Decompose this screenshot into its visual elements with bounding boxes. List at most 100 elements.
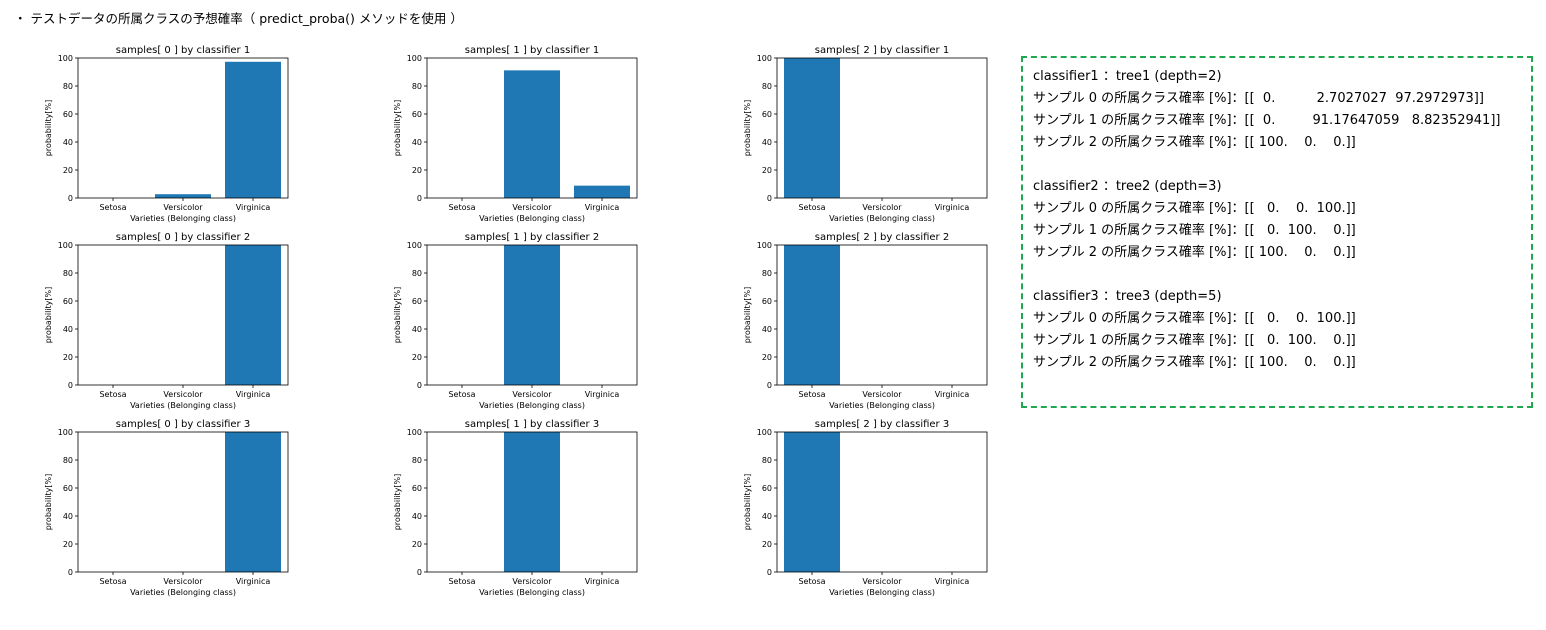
y-tick-label: 60 <box>412 110 422 119</box>
y-tick-label: 100 <box>58 241 73 250</box>
probability-line: サンプル 2 の所属クラス確率 [%]：[[ 100. 0. 0.]] <box>1033 135 1356 150</box>
y-tick-label: 40 <box>762 138 772 147</box>
x-tick-label: Virginica <box>236 577 271 586</box>
probability-line: サンプル 1 の所属クラス確率 [%]：[[ 0. 100. 0.]] <box>1033 333 1356 348</box>
classifier2-block: classifier2 ：tree2 (depth=3) サンプル 0 の所属ク… <box>1033 176 1521 264</box>
y-tick-label: 60 <box>762 110 772 119</box>
y-tick-label: 0 <box>417 194 422 203</box>
x-tick-label: Virginica <box>935 577 970 586</box>
page-heading: ・ テストデータの所属クラスの予想確率（ predict_proba() メソッ… <box>14 11 463 26</box>
y-tick-label: 20 <box>762 166 772 175</box>
chart-title: samples[ 2 ] by classifier 3 <box>815 419 949 430</box>
chart-title: samples[ 1 ] by classifier 3 <box>465 419 599 430</box>
probability-line: サンプル 1 の所属クラス確率 [%]：[[ 0. 91.17647059 8.… <box>1033 113 1501 128</box>
x-tick-label: Versicolor <box>862 577 902 586</box>
bar-chart-5: samples[ 1 ] by classifier 2 0 20 40 60 80 100… <box>393 232 638 410</box>
bar-versicolor <box>504 432 560 572</box>
bar-virginica <box>225 432 281 572</box>
y-tick-label: 40 <box>762 325 772 334</box>
y-tick-label: 80 <box>762 82 772 91</box>
y-tick-label: 100 <box>58 428 73 437</box>
y-axis-label: probability[%] <box>44 287 53 344</box>
y-tick-label: 100 <box>757 241 772 250</box>
bar-setosa <box>784 432 840 572</box>
y-tick-label: 0 <box>417 381 422 390</box>
y-tick-label: 60 <box>762 484 772 493</box>
y-tick-label: 0 <box>417 568 422 577</box>
bar-chart-6: samples[ 2 ] by classifier 2 0 20 40 60 80 100… <box>743 232 988 410</box>
chart-title: samples[ 0 ] by classifier 1 <box>116 45 250 56</box>
x-tick-label: Virginica <box>585 390 620 399</box>
y-axis-label: probability[%] <box>743 474 752 531</box>
probability-line: サンプル 0 の所属クラス確率 [%]：[[ 0. 2.7027027 97.2… <box>1033 91 1484 106</box>
y-tick-label: 100 <box>407 241 422 250</box>
y-tick-label: 100 <box>407 428 422 437</box>
x-axis-label: Varieties (Belonging class) <box>130 588 236 597</box>
y-tick-label: 20 <box>63 540 73 549</box>
y-tick-label: 60 <box>412 297 422 306</box>
classifier1-block: classifier1 ：tree1 (depth=2) サンプル 0 の所属ク… <box>1033 66 1521 154</box>
x-tick-label: Setosa <box>99 203 126 212</box>
x-tick-label: Virginica <box>585 577 620 586</box>
chart-title: samples[ 2 ] by classifier 2 <box>815 232 949 243</box>
x-tick-label: Virginica <box>935 203 970 212</box>
y-tick-label: 0 <box>68 568 73 577</box>
x-axis-label: Varieties (Belonging class) <box>479 214 585 223</box>
x-axis-label: Varieties (Belonging class) <box>130 214 236 223</box>
x-tick-label: Setosa <box>448 577 475 586</box>
bar-chart-8: samples[ 1 ] by classifier 3 0 20 40 60 80 100… <box>393 419 638 597</box>
x-tick-label: Versicolor <box>862 203 902 212</box>
x-tick-label: Setosa <box>798 390 825 399</box>
x-axis-label: Varieties (Belonging class) <box>479 401 585 410</box>
y-tick-label: 0 <box>68 194 73 203</box>
x-tick-label: Versicolor <box>862 390 902 399</box>
x-tick-label: Setosa <box>99 390 126 399</box>
y-tick-label: 20 <box>762 353 772 362</box>
x-axis-label: Varieties (Belonging class) <box>829 214 935 223</box>
y-tick-label: 40 <box>63 138 73 147</box>
y-tick-label: 20 <box>412 353 422 362</box>
chart-grid: samples[ 0 ] by classifier 1 0 20 40 60 80 100… <box>44 45 988 597</box>
bar-virginica <box>225 61 281 198</box>
x-tick-label: Versicolor <box>163 390 203 399</box>
y-tick-label: 80 <box>63 456 73 465</box>
y-tick-label: 40 <box>63 512 73 521</box>
chart-title: samples[ 0 ] by classifier 2 <box>116 232 250 243</box>
probability-line: サンプル 0 の所属クラス確率 [%]：[[ 0. 0. 100.]] <box>1033 201 1356 216</box>
y-tick-label: 80 <box>412 456 422 465</box>
probability-line: サンプル 1 の所属クラス確率 [%]：[[ 0. 100. 0.]] <box>1033 223 1356 238</box>
bar-chart-3: samples[ 2 ] by classifier 1 0 20 40 60 80 100… <box>743 45 988 223</box>
y-tick-label: 80 <box>63 269 73 278</box>
bar-virginica <box>225 245 281 385</box>
probability-line: サンプル 2 の所属クラス確率 [%]：[[ 100. 0. 0.]] <box>1033 355 1356 370</box>
x-axis-label: Varieties (Belonging class) <box>829 588 935 597</box>
x-axis-label: Varieties (Belonging class) <box>130 401 236 410</box>
y-tick-label: 20 <box>762 540 772 549</box>
x-tick-label: Versicolor <box>512 390 552 399</box>
y-axis-label: probability[%] <box>44 474 53 531</box>
bar-chart-2: samples[ 1 ] by classifier 1 0 20 40 60 80 100… <box>393 45 638 223</box>
classifier-title: classifier2 ：tree2 (depth=3) <box>1033 179 1222 194</box>
y-tick-label: 100 <box>407 54 422 63</box>
bar-setosa <box>784 58 840 198</box>
x-tick-label: Setosa <box>99 577 126 586</box>
y-tick-label: 80 <box>762 269 772 278</box>
x-tick-label: Setosa <box>448 390 475 399</box>
x-tick-label: Virginica <box>236 203 271 212</box>
y-tick-label: 100 <box>757 54 772 63</box>
probability-output-panel: classifier1 ：tree1 (depth=2) サンプル 0 の所属ク… <box>1021 56 1533 408</box>
y-tick-label: 20 <box>63 353 73 362</box>
x-tick-label: Virginica <box>935 390 970 399</box>
x-tick-label: Versicolor <box>512 203 552 212</box>
y-tick-label: 100 <box>757 428 772 437</box>
y-axis-label: probability[%] <box>393 474 402 531</box>
y-tick-label: 100 <box>58 54 73 63</box>
x-tick-label: Versicolor <box>512 577 552 586</box>
bar-virginica <box>574 185 630 198</box>
classifier-title: classifier3 ：tree3 (depth=5) <box>1033 289 1222 304</box>
y-tick-label: 40 <box>412 512 422 521</box>
y-tick-label: 60 <box>63 484 73 493</box>
bar-versicolor <box>504 245 560 385</box>
x-tick-label: Versicolor <box>163 203 203 212</box>
y-tick-label: 80 <box>412 82 422 91</box>
